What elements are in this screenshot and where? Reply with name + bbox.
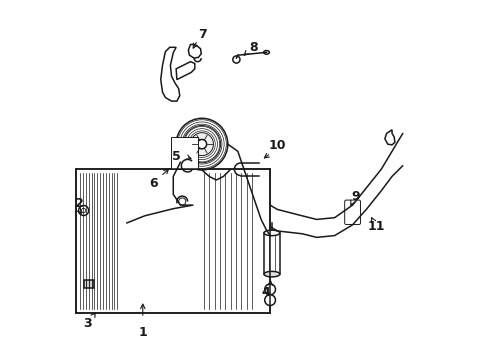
Polygon shape [161,47,180,101]
Ellipse shape [264,271,280,277]
Text: 5: 5 [172,150,181,163]
Text: 1: 1 [138,326,147,339]
Ellipse shape [264,230,280,236]
Text: 8: 8 [249,41,258,54]
Circle shape [197,139,207,149]
Text: 7: 7 [198,28,207,41]
Text: 2: 2 [75,197,84,210]
FancyBboxPatch shape [84,280,95,288]
Text: 4: 4 [261,287,270,300]
Circle shape [233,56,240,63]
Circle shape [176,118,228,170]
Polygon shape [76,169,270,313]
Text: 10: 10 [269,139,286,152]
Text: 9: 9 [352,190,361,203]
Text: 3: 3 [84,317,92,330]
Circle shape [191,133,214,156]
Text: 6: 6 [149,177,158,190]
Circle shape [78,206,89,216]
Text: 11: 11 [367,220,385,233]
Circle shape [265,295,275,306]
Circle shape [179,198,186,205]
Circle shape [265,284,275,295]
Polygon shape [385,130,395,145]
Polygon shape [188,44,201,58]
Polygon shape [172,137,198,169]
Polygon shape [176,62,195,80]
Polygon shape [264,233,280,274]
